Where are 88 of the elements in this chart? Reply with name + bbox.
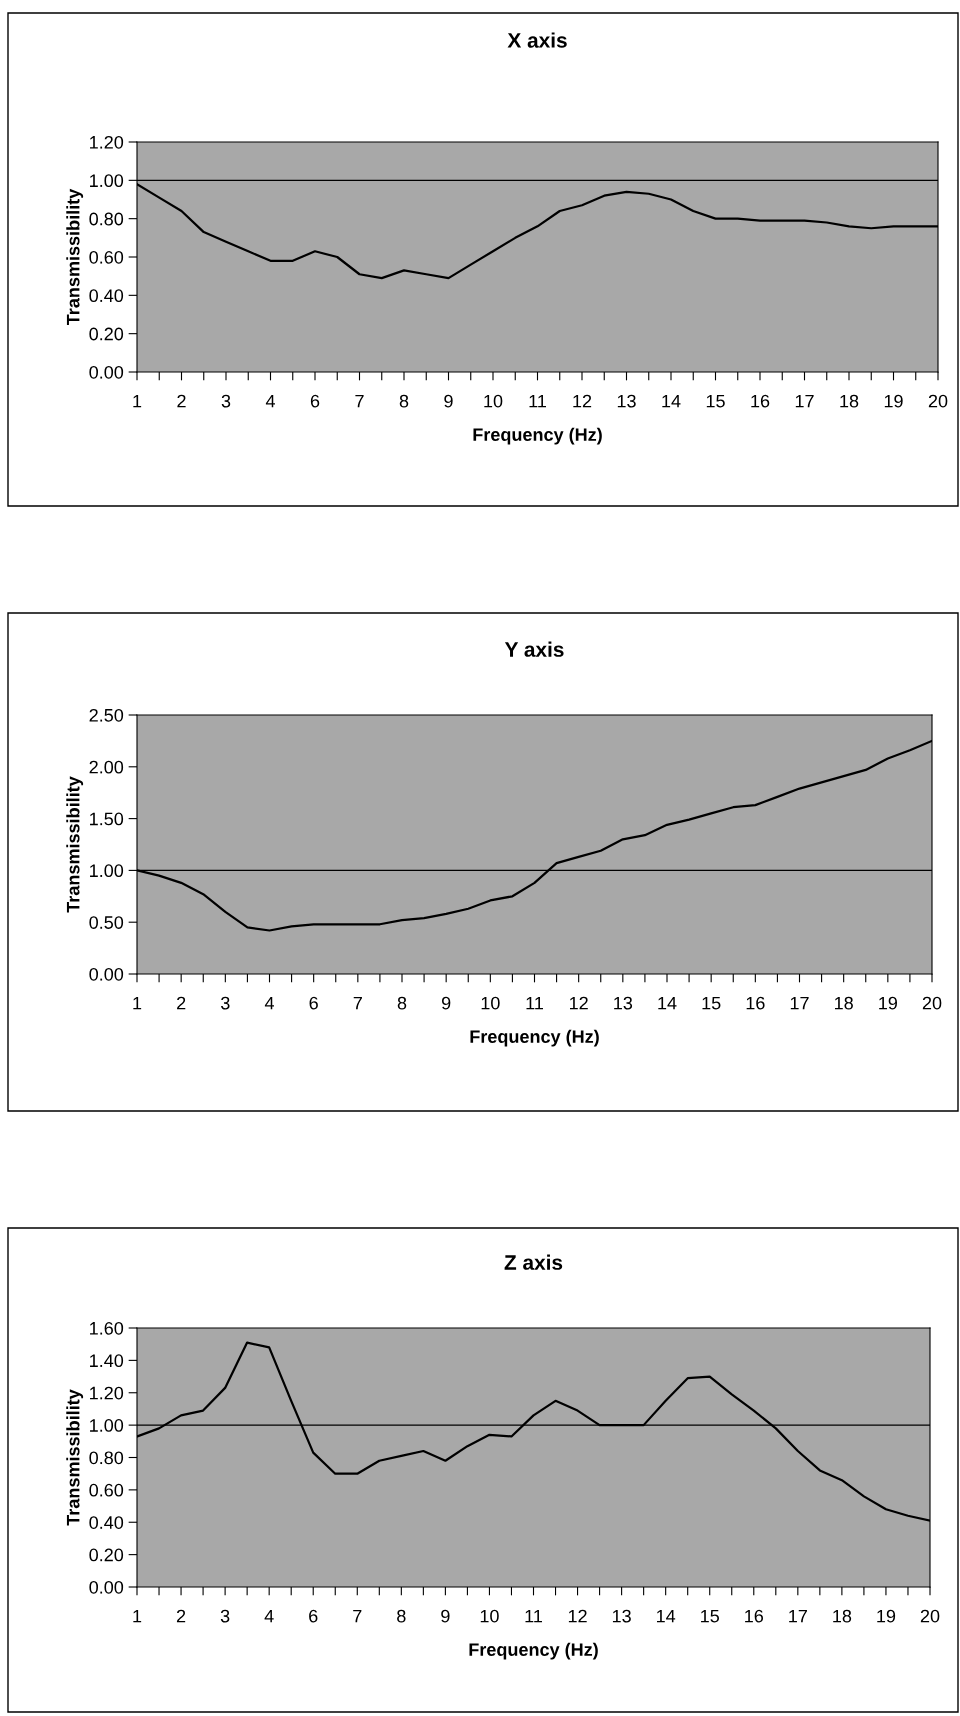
y-tick-label: 0.60 (89, 250, 124, 264)
y-tick-label: 0.60 (89, 1483, 124, 1497)
x-tick-label: 4 (264, 1609, 274, 1623)
x-tick-label: 17 (789, 1609, 807, 1623)
x-tick-label: 13 (614, 996, 633, 1010)
x-tick-label: 15 (701, 1609, 720, 1623)
x-tick-label: 19 (877, 1609, 896, 1623)
y-tick-label: 0.40 (89, 289, 124, 303)
y-axis-title: Transmissibility (66, 776, 84, 913)
x-tick-label: 3 (221, 394, 231, 408)
x-tick-label: 18 (840, 394, 859, 408)
x-tick-label: 4 (264, 996, 274, 1010)
x-tick-label: 12 (573, 394, 592, 408)
x-tick-label: 15 (702, 996, 721, 1010)
x-tick-label: 1 (133, 394, 142, 408)
x-tick-label: 17 (795, 394, 814, 408)
y-tick-label: 0.00 (89, 365, 124, 379)
x-axis-title: Frequency (Hz) (473, 427, 602, 445)
x-tick-label: 10 (480, 1609, 499, 1623)
x-tick-label: 11 (526, 996, 543, 1010)
chart-title: X axis (507, 32, 567, 48)
x-tick-label: 2 (177, 394, 186, 408)
x-tick-label: 4 (265, 394, 275, 408)
x-tick-label: 6 (309, 996, 318, 1010)
x-tick-label: 14 (657, 1609, 676, 1623)
x-tick-label: 6 (309, 1609, 318, 1623)
chart-title: Z axis (504, 1254, 563, 1270)
x-axis-title: Frequency (Hz) (470, 1029, 599, 1047)
y-tick-label: 0.20 (89, 1548, 124, 1562)
chart-title: Y axis (504, 641, 564, 657)
x-tick-label: 3 (221, 996, 230, 1010)
x-tick-label: 8 (397, 996, 407, 1010)
x-tick-label: 11 (525, 1609, 542, 1623)
x-tick-label: 19 (879, 996, 898, 1010)
x-tick-label: 8 (397, 1609, 406, 1623)
y-tick-label: 0.20 (89, 327, 124, 341)
y-tick-label: 0.80 (89, 212, 124, 226)
x-tick-label: 20 (920, 1609, 940, 1623)
x-tick-label: 18 (835, 996, 853, 1010)
y-tick-label: 2.00 (89, 760, 124, 774)
y-tick-label: 1.60 (90, 1321, 124, 1335)
y-tick-label: 2.50 (89, 708, 124, 722)
y-tick-label: 1.00 (90, 1419, 124, 1432)
x-tick-label: 12 (570, 996, 588, 1010)
y-tick-label: 0.00 (89, 1580, 124, 1594)
x-tick-label: 19 (884, 394, 903, 408)
x-tick-label: 15 (706, 394, 725, 408)
y-tick-label: 0.80 (89, 1451, 124, 1465)
x-tick-label: 3 (220, 1609, 230, 1623)
x-tick-label: 2 (176, 1609, 186, 1623)
y-tick-label: 1.40 (90, 1354, 124, 1368)
x-tick-label: 7 (353, 1609, 362, 1623)
x-tick-label: 9 (444, 394, 453, 408)
x-tick-label: 13 (617, 394, 636, 408)
x-tick-label: 10 (481, 996, 500, 1010)
y-tick-label: 1.00 (90, 174, 124, 188)
x-tick-label: 18 (833, 1609, 852, 1623)
x-tick-label: 16 (746, 996, 765, 1010)
x-tick-label: 20 (922, 996, 942, 1010)
x-axis-title: Frequency (Hz) (469, 1642, 598, 1660)
y-axis-title: Transmissibility (66, 1389, 84, 1526)
x-tick-label: 11 (529, 394, 546, 408)
y-tick-label: 1.00 (90, 864, 124, 878)
x-tick-label: 6 (310, 394, 320, 408)
x-tick-label: 14 (658, 996, 677, 1010)
y-tick-label: 1.20 (90, 135, 124, 149)
x-tick-label: 17 (790, 996, 809, 1010)
y-tick-label: 1.50 (90, 812, 124, 826)
x-tick-label: 10 (484, 394, 503, 408)
x-tick-label: 2 (177, 996, 186, 1010)
x-tick-label: 16 (751, 394, 770, 408)
x-tick-label: 20 (928, 394, 948, 408)
x-tick-label: 8 (399, 394, 409, 408)
x-tick-label: 1 (133, 1609, 142, 1623)
x-tick-label: 13 (612, 1609, 631, 1623)
y-tick-label: 0.50 (89, 916, 124, 929)
x-tick-label: 16 (745, 1609, 764, 1623)
x-tick-label: 14 (662, 394, 681, 408)
x-tick-label: 7 (355, 394, 364, 408)
y-tick-label: 0.00 (89, 967, 124, 981)
x-tick-label: 9 (441, 1609, 450, 1623)
y-tick-label: 0.40 (89, 1516, 124, 1529)
x-tick-label: 7 (353, 996, 362, 1010)
x-tick-label: 9 (441, 996, 451, 1010)
y-axis-title: Transmissibility (66, 188, 84, 326)
y-tick-label: 1.20 (90, 1386, 124, 1400)
x-tick-label: 12 (568, 1609, 587, 1623)
x-tick-label: 1 (133, 996, 142, 1010)
